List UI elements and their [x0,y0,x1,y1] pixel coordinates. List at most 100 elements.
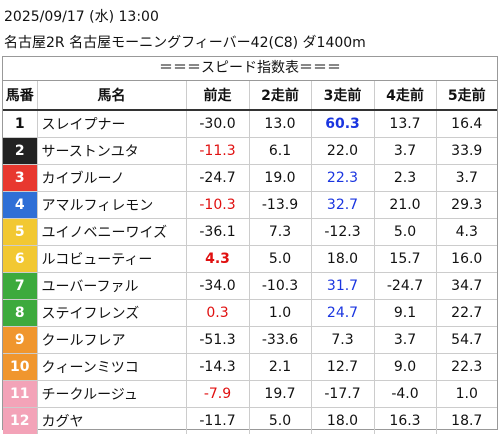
horse-number: 11 [3,380,37,408]
speed-index: 7.3 [310,326,374,354]
speed-index: -34.0 [185,272,249,300]
speed-index: 24.7 [310,299,374,327]
speed-index: 54.7 [435,326,497,354]
speed-index: -51.3 [185,326,249,354]
horse-name: カイブルーノ [36,164,186,192]
column-header: 前走 [185,81,249,111]
speed-index: 22.0 [310,137,374,165]
speed-index: 22.3 [310,164,374,192]
speed-index: 21.0 [373,191,436,219]
speed-index: 7.3 [248,218,311,246]
horse-name: ステイフレンズ [36,299,186,327]
horse-name: サーストンユタ [36,137,186,165]
column-header: 馬名 [36,81,186,111]
horse-number: 3 [3,164,37,192]
speed-index: -10.3 [185,191,249,219]
horse-name: スレイプナー [36,109,186,138]
horse-number: 1 [3,109,37,138]
speed-index: 5.0 [373,218,436,246]
horse-name: ユイノベニーワイズ [36,218,186,246]
speed-index: 1.0 [248,299,311,327]
horse-row: 4 アマルフィレモン -10.3 -13.9 32.7 21.0 29.3 [3,191,497,219]
column-header: 馬番 [3,81,37,111]
speed-index: -33.6 [248,326,311,354]
speed-index: 5.0 [248,245,311,273]
speed-index: 22.3 [435,353,497,381]
horse-row: 5 ユイノベニーワイズ -36.1 7.3 -12.3 5.0 4.3 [3,218,497,246]
horse-row: 11 チークルージュ -7.9 19.7 -17.7 -4.0 1.0 [3,380,497,408]
speed-index: -24.7 [373,272,436,300]
horse-number: 4 [3,191,37,219]
speed-index: 60.3 [310,109,374,138]
speed-index: 16.0 [435,245,497,273]
horse-row: 10 クィーンミツコ -14.3 2.1 12.7 9.0 22.3 [3,353,497,381]
speed-index: 29.3 [435,191,497,219]
horse-number: 12 [3,407,37,434]
speed-index: 31.7 [310,272,374,300]
horse-row: 7 ユーバーファル -34.0 -10.3 31.7 -24.7 34.7 [3,272,497,300]
speed-index: 13.7 [373,109,436,138]
horse-name: チークルージュ [36,380,186,408]
speed-index: 19.0 [248,164,311,192]
horse-number: 10 [3,353,37,381]
horse-number: 5 [3,218,37,246]
speed-index: 15.7 [373,245,436,273]
speed-index: -17.7 [310,380,374,408]
speed-index: 3.7 [373,326,436,354]
speed-index: -30.0 [185,109,249,138]
speed-index: -24.7 [185,164,249,192]
speed-index: 3.7 [435,164,497,192]
speed-index: -14.3 [185,353,249,381]
speed-index: 9.0 [373,353,436,381]
speed-index: 4.3 [185,245,249,273]
horse-number: 7 [3,272,37,300]
horse-number: 9 [3,326,37,354]
horse-number: 2 [3,137,37,165]
speed-index: 9.1 [373,299,436,327]
table-body: 1 スレイプナー -30.0 13.0 60.3 13.7 16.4 2 サーストンユタ -11.… [3,109,497,434]
speed-index: 19.7 [248,380,311,408]
speed-index: -11.3 [185,137,249,165]
horse-name: アマルフィレモン [36,191,186,219]
speed-index: -13.9 [248,191,311,219]
column-header: 2走前 [248,81,311,111]
horse-name: クィーンミツコ [36,353,186,381]
column-header: 3走前 [310,81,374,111]
horse-row: 6 ルコビューティー 4.3 5.0 18.0 15.7 16.0 [3,245,497,273]
speed-index: 16.4 [435,109,497,138]
speed-table: 馬番 馬名 前走 2走前 3走前 4走前 5走前 1 スレイプナー -30.0 13.0 60.3 1… [3,81,497,434]
horse-row: 8 ステイフレンズ 0.3 1.0 24.7 9.1 22.7 [3,299,497,327]
speed-index: -7.9 [185,380,249,408]
header-row: 馬番 馬名 前走 2走前 3走前 4走前 5走前 [3,81,497,111]
horse-number: 8 [3,299,37,327]
speed-index: 18.0 [310,245,374,273]
speed-index: 32.7 [310,191,374,219]
horse-row: 2 サーストンユタ -11.3 6.1 22.0 3.7 33.9 [3,137,497,165]
speed-index: 5.0 [248,407,311,434]
speed-index: 18.7 [435,407,497,434]
speed-index: 18.0 [310,407,374,434]
race-datetime: 2025/09/17 (水) 13:00 [4,9,159,25]
table-title: ＝＝＝スピード指数表＝＝＝ [3,57,497,81]
column-header: 5走前 [435,81,497,111]
speed-index: 6.1 [248,137,311,165]
horse-name: クールフレア [36,326,186,354]
speed-index: 4.3 [435,218,497,246]
speed-index: 2.3 [373,164,436,192]
horse-row: 3 カイブルーノ -24.7 19.0 22.3 2.3 3.7 [3,164,497,192]
speed-index: 13.0 [248,109,311,138]
horse-row: 12 カグヤ -11.7 5.0 18.0 16.3 18.7 [3,407,497,434]
speed-index: -36.1 [185,218,249,246]
speed-index: 22.7 [435,299,497,327]
speed-index: 3.7 [373,137,436,165]
horse-row: 1 スレイプナー -30.0 13.0 60.3 13.7 16.4 [3,109,497,138]
horse-row: 9 クールフレア -51.3 -33.6 7.3 3.7 54.7 [3,326,497,354]
horse-name: カグヤ [36,407,186,434]
race-info: 名古屋2R 名古屋モーニングフィーバー42(C8) ダ1400m [4,35,366,51]
column-header: 4走前 [373,81,436,111]
speed-index: -12.3 [310,218,374,246]
speed-index: 1.0 [435,380,497,408]
speed-index: 33.9 [435,137,497,165]
speed-index: -11.7 [185,407,249,434]
